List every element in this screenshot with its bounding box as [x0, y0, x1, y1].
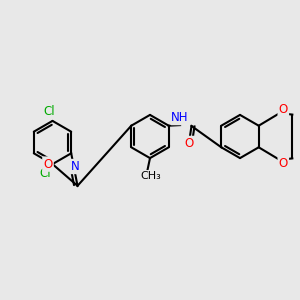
Text: O: O [184, 137, 194, 150]
Text: O: O [279, 103, 288, 116]
Text: O: O [44, 158, 52, 171]
Text: O: O [279, 157, 288, 170]
Text: NH: NH [171, 111, 189, 124]
Text: Cl: Cl [44, 105, 55, 118]
Text: N: N [71, 160, 80, 173]
Text: Cl: Cl [39, 167, 51, 180]
Text: CH₃: CH₃ [140, 171, 161, 181]
